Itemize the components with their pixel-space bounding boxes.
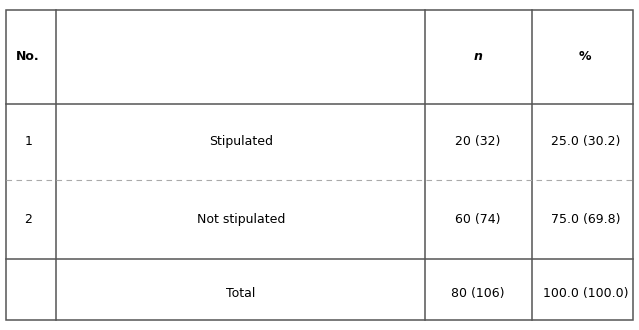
Text: Not stipulated: Not stipulated <box>197 213 285 226</box>
Text: 100.0 (100.0): 100.0 (100.0) <box>543 287 628 300</box>
Text: Total: Total <box>226 287 256 300</box>
Text: 2: 2 <box>24 213 32 226</box>
Text: No.: No. <box>17 50 40 63</box>
Text: 20 (32): 20 (32) <box>455 135 501 148</box>
Text: Stipulated: Stipulated <box>209 135 273 148</box>
Text: 75.0 (69.8): 75.0 (69.8) <box>551 213 620 226</box>
Text: n: n <box>473 50 482 63</box>
Text: 1: 1 <box>24 135 32 148</box>
Text: %: % <box>579 50 592 63</box>
Text: 80 (106): 80 (106) <box>451 287 505 300</box>
Text: 60 (74): 60 (74) <box>455 213 501 226</box>
Text: 25.0 (30.2): 25.0 (30.2) <box>551 135 620 148</box>
